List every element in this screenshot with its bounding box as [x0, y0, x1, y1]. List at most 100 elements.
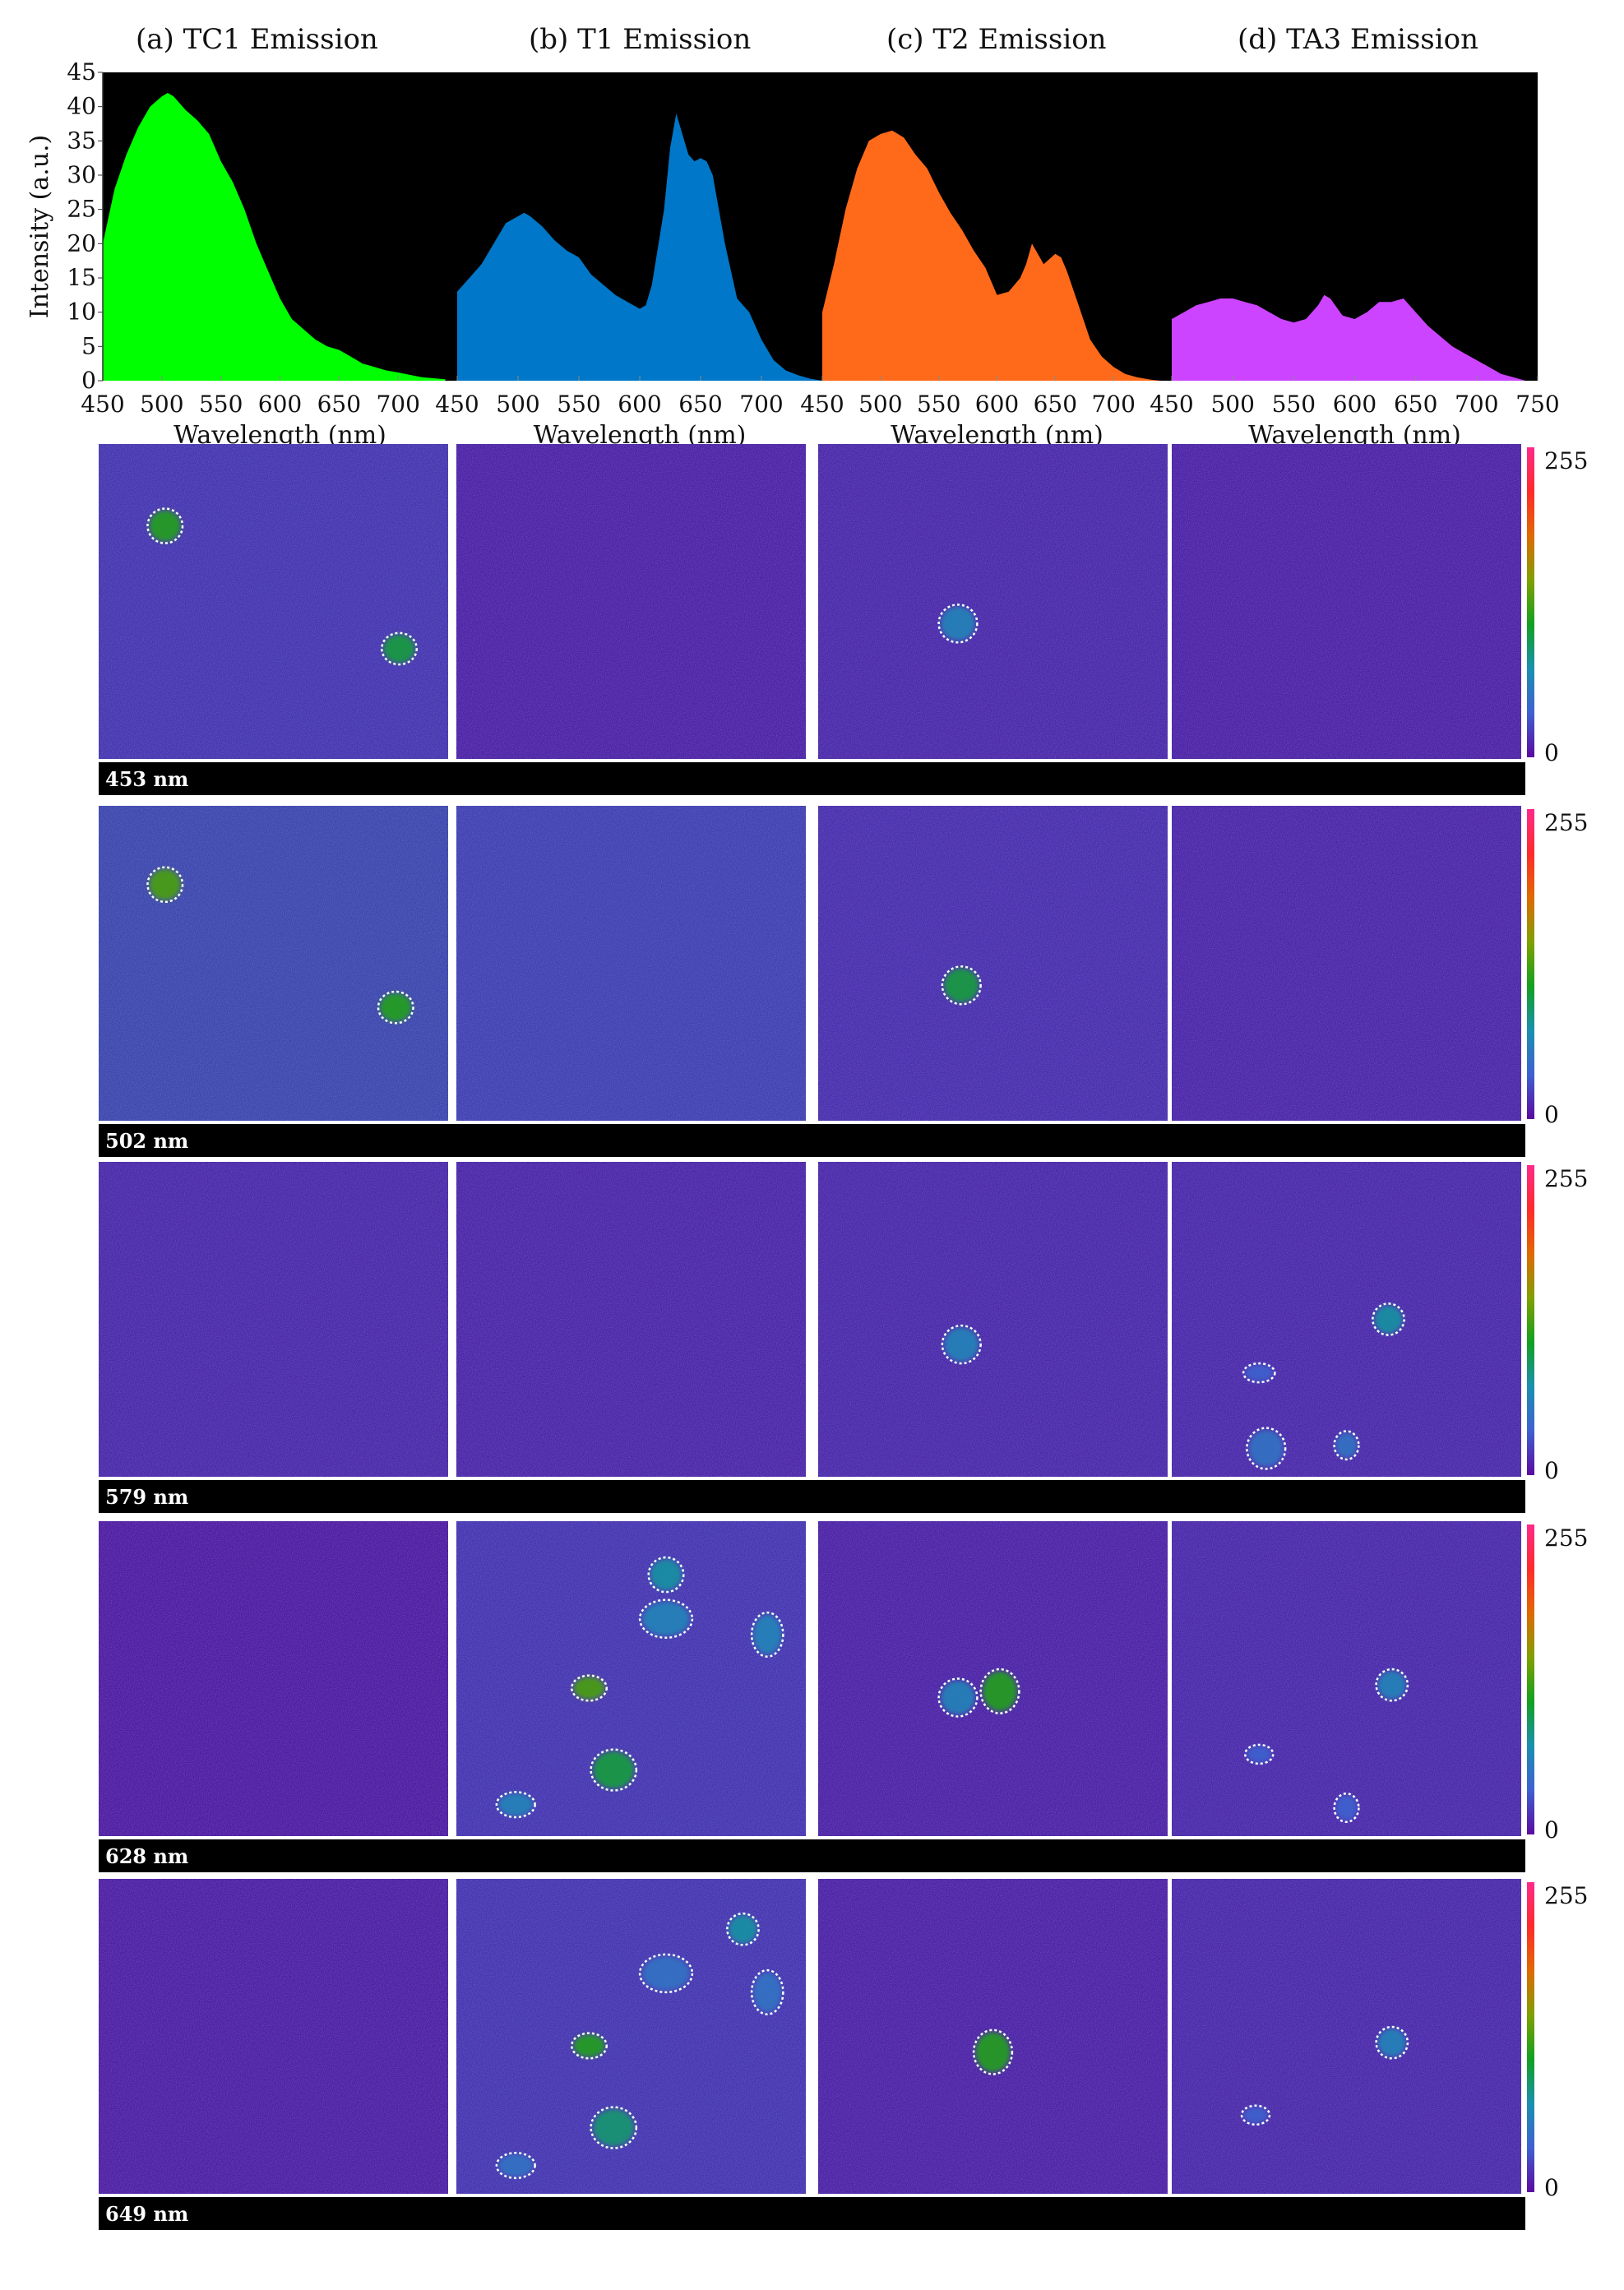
colorbar-max-label: 255: [1544, 447, 1588, 474]
map-tile: [1172, 806, 1521, 1121]
cell-signal: [753, 1614, 782, 1655]
y-tick-label: 20: [67, 229, 96, 257]
colorbar-min-label: 0: [1544, 2174, 1559, 2201]
tile-grain: [99, 444, 448, 759]
x-tick-label: 450: [1150, 391, 1193, 418]
map-tile: [818, 444, 1168, 759]
cell-roi-outline: [381, 631, 418, 666]
x-tick-label: 700: [1455, 391, 1498, 418]
wavelength-strip: [99, 1124, 1525, 1157]
x-tick-label: 600: [618, 391, 661, 418]
x-tick-label: 650: [1034, 391, 1077, 418]
x-tick-label: 600: [1333, 391, 1376, 418]
cell-signal: [975, 2032, 1011, 2072]
cell-signal: [149, 510, 181, 542]
tile-grain: [99, 1162, 448, 1477]
wavelength-label: 628 nm: [105, 1844, 188, 1868]
map-tile: [456, 1162, 806, 1477]
map-tile: [456, 1879, 806, 2194]
colorbar-min-label: 0: [1544, 739, 1559, 766]
map-row-2: 579 nm 255 0: [99, 1162, 1588, 1513]
map-row-1: 502 nm 255 0: [99, 806, 1588, 1157]
cell-roi-outline: [1246, 1427, 1287, 1470]
cell-roi-outline: [571, 2032, 608, 2060]
cell-signal: [573, 1677, 605, 1700]
wavelength-label: 579 nm: [105, 1485, 188, 1509]
map-row-0: 453 nm 255 0: [99, 444, 1588, 795]
emission-area-series: [1172, 294, 1526, 381]
map-tile: [456, 1521, 806, 1836]
cell-signal: [149, 868, 181, 900]
x-tick-label: 500: [1210, 391, 1254, 418]
cell-signal: [753, 1972, 782, 2013]
cell-roi-outline: [726, 1912, 760, 1946]
colorbar-max-label: 255: [1544, 1882, 1588, 1909]
cell-roi-outline: [1240, 2104, 1271, 2126]
colorbar-min-label: 0: [1544, 1101, 1559, 1128]
map-row-4: 649 nm 255 0: [99, 1879, 1588, 2230]
tile-grain: [818, 1162, 1168, 1477]
panel-title-d: (d) TA3 Emission: [1238, 23, 1478, 56]
x-tick-label: 500: [140, 391, 183, 418]
map-tile: [99, 806, 448, 1121]
cell-roi-outline: [1333, 1793, 1360, 1824]
x-tick-label: 600: [258, 391, 302, 418]
map-tile: [1172, 1162, 1521, 1477]
x-tick-label: 650: [678, 391, 722, 418]
wavelength-strip: [99, 2197, 1525, 2230]
x-tick-label: 500: [858, 391, 902, 418]
map-tile: [818, 806, 1168, 1121]
x-tick-label: 500: [496, 391, 539, 418]
cell-roi-outline: [377, 990, 414, 1025]
cell-signal: [1246, 1746, 1272, 1763]
cell-signal: [383, 634, 415, 664]
emission-area-series: [103, 93, 446, 381]
map-tile: [1172, 1879, 1521, 2194]
colorbar: [1527, 809, 1534, 1119]
x-tick-label: 600: [975, 391, 1019, 418]
map-tile: [99, 444, 448, 759]
x-tick-label: 450: [800, 391, 844, 418]
panel-title-b: (b) T1 Emission: [529, 23, 752, 56]
y-tick-label: 5: [81, 332, 96, 359]
emission-area-series: [457, 113, 822, 381]
y-tick-label: 0: [81, 367, 96, 394]
tile-grain: [1172, 1162, 1521, 1477]
cell-roi-outline: [937, 1677, 979, 1718]
map-tile: [99, 1162, 448, 1477]
cell-signal: [1377, 1670, 1406, 1700]
x-tick-label: 700: [1091, 391, 1135, 418]
tile-grain: [818, 444, 1168, 759]
cell-roi-outline: [495, 1791, 536, 1819]
tile-grain: [99, 1879, 448, 2194]
tile-grain: [1172, 1521, 1521, 1836]
cell-roi-outline: [979, 1668, 1020, 1714]
cell-signal: [940, 606, 976, 641]
y-tick-label: 25: [67, 196, 96, 223]
wavelength-label: 502 nm: [105, 1129, 188, 1153]
y-axis-label: Intensity (a.u.): [25, 135, 54, 319]
cell-roi-outline: [571, 1674, 608, 1702]
cell-signal: [1335, 1432, 1358, 1459]
wavelength-strip: [99, 1480, 1525, 1513]
cell-signal: [1242, 2106, 1269, 2124]
tile-grain: [456, 806, 806, 1121]
colorbar-min-label: 0: [1544, 1457, 1559, 1484]
map-tile: [1172, 1521, 1521, 1836]
tile-grain: [99, 806, 448, 1121]
tile-grain: [818, 806, 1168, 1121]
cell-signal: [593, 1751, 635, 1788]
map-tile: [99, 1879, 448, 2194]
colorbar: [1527, 1165, 1534, 1475]
cell-roi-outline: [590, 1748, 638, 1792]
cell-roi-outline: [1244, 1743, 1275, 1765]
colorbar: [1527, 1524, 1534, 1834]
tile-grain: [1172, 806, 1521, 1121]
map-tile: [818, 1879, 1168, 2194]
x-tick-label: 450: [81, 391, 124, 418]
cell-roi-outline: [937, 604, 979, 644]
